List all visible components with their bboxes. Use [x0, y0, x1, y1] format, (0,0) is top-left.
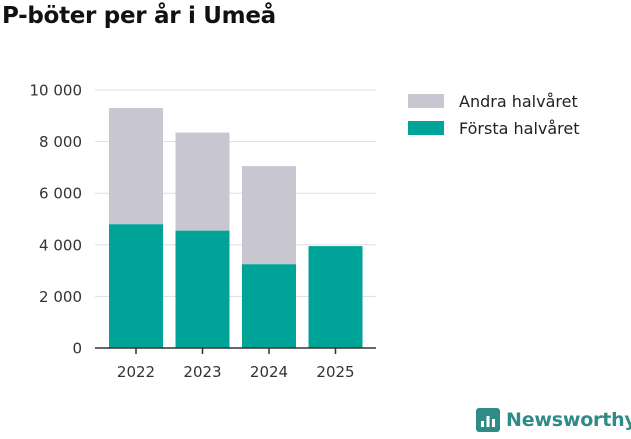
x-tick-label: 2023 [183, 363, 221, 381]
brand-name: Newsworthy [506, 409, 631, 431]
chart-title: P-böter per år i Umeå [2, 3, 276, 29]
bar-2022-series-1 [109, 108, 163, 225]
legend-label: Andra halvåret [459, 92, 578, 111]
y-tick-label: 4 000 [39, 236, 82, 254]
y-tick-label: 0 [72, 340, 82, 358]
legend-swatch [408, 121, 444, 135]
x-axis-ticks: 2022 2023 2024 2025 [117, 348, 355, 381]
bar-2025-series-0 [308, 246, 363, 348]
bar-2024-series-0 [242, 264, 296, 348]
y-tick-label: 10 000 [30, 82, 83, 100]
newsworthy-brand: Newsworthy [476, 408, 631, 432]
x-tick-label: 2024 [250, 363, 288, 381]
legend: Andra halvåret Första halvåret [408, 92, 580, 138]
bar-2023-series-1 [175, 132, 230, 231]
bar-2024-series-1 [242, 166, 296, 265]
legend-swatch [408, 94, 444, 108]
x-tick-label: 2025 [316, 363, 354, 381]
bars [109, 108, 363, 348]
x-tick-label: 2022 [117, 363, 155, 381]
newsworthy-bar-chart-icon [476, 408, 500, 432]
y-tick-label: 6 000 [39, 185, 82, 203]
stacked-bar-chart: 0 2 000 4 000 6 000 8 000 10 000 2022 2023 2024… [30, 82, 580, 382]
bar-2023-series-0 [175, 230, 230, 348]
y-tick-label: 2 000 [39, 288, 82, 306]
bar-2022-series-0 [109, 224, 163, 348]
legend-label: Första halvåret [459, 119, 580, 138]
y-axis-ticks: 0 2 000 4 000 6 000 8 000 10 000 [30, 82, 83, 358]
y-tick-label: 8 000 [39, 133, 82, 151]
